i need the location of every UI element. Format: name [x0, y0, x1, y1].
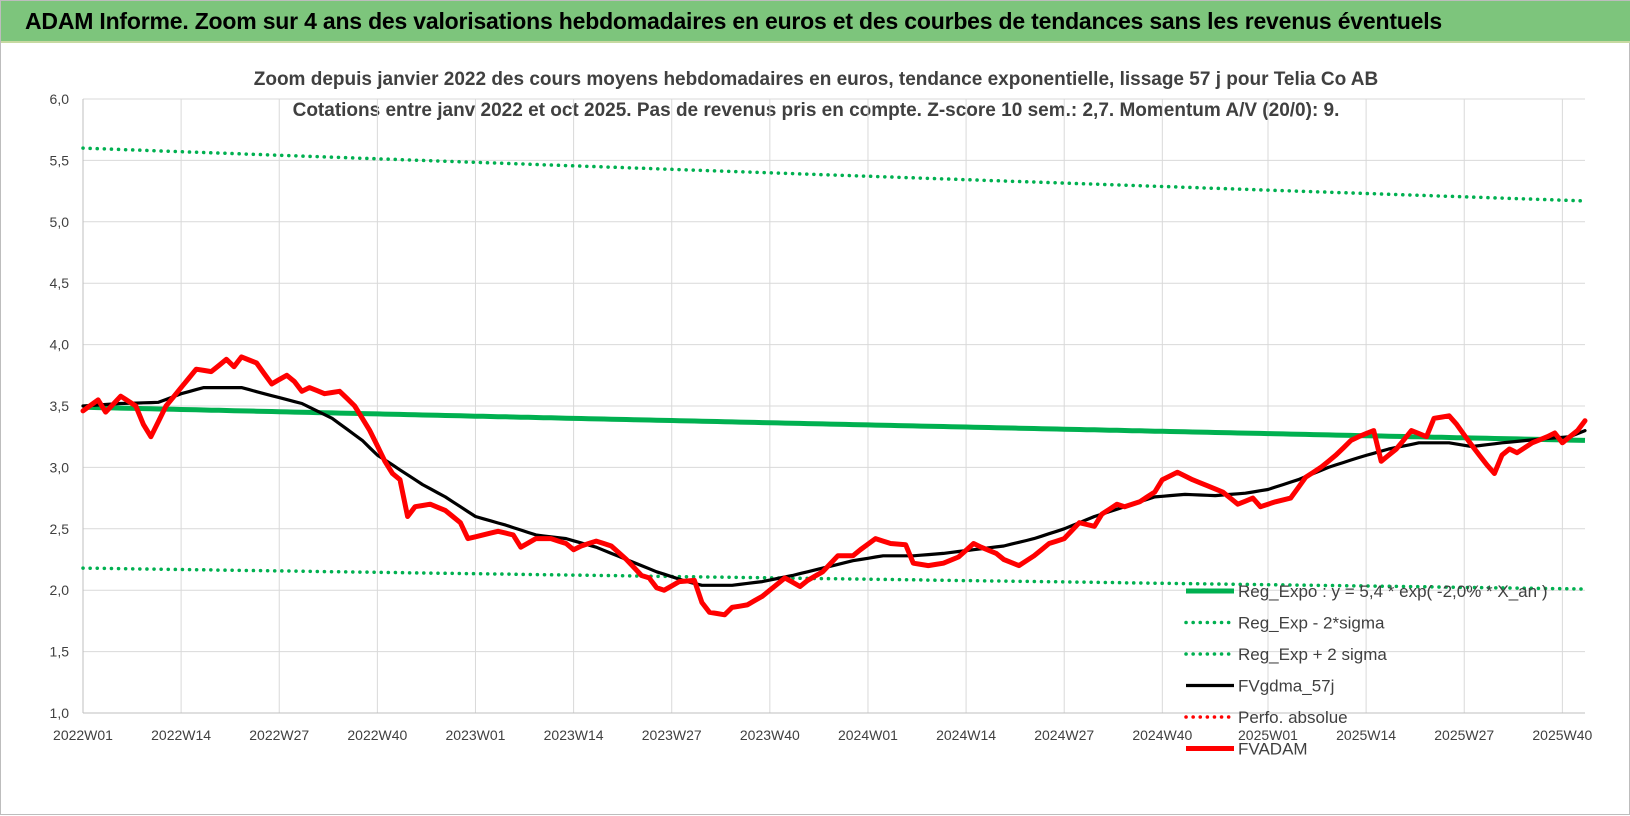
x-tick-label: 2023W27 — [642, 727, 702, 743]
y-tick-label: 5,0 — [50, 214, 70, 230]
report-banner: ADAM Informe. Zoom sur 4 ans des valoris… — [1, 1, 1630, 43]
chart-area: Zoom depuis janvier 2022 des cours moyen… — [1, 43, 1630, 816]
y-tick-label: 3,0 — [50, 459, 70, 475]
x-axis: 2022W01 2022W14 2022W27 2022W40 2023W01 2023W… — [53, 712, 1593, 743]
chart-subtitle: Cotations entre janv 2022 et oct 2025. P… — [293, 100, 1340, 121]
y-tick-label: 6,0 — [50, 91, 70, 107]
series-line-fvgdma-57j — [81, 386, 1587, 587]
x-tick-label: 2024W01 — [838, 727, 898, 743]
legend-label: FVADAM — [1238, 740, 1308, 759]
line-chart: Zoom depuis janvier 2022 des cours moyen… — [50, 69, 1593, 759]
y-tick-label: 5,5 — [50, 152, 70, 168]
legend-label: Reg_Exp + 2 sigma — [1238, 645, 1387, 664]
x-tick-label: 2022W14 — [151, 727, 211, 743]
x-tick-label: 2023W01 — [446, 727, 506, 743]
x-tick-label: 2022W40 — [347, 727, 407, 743]
y-tick-label: 4,5 — [50, 275, 70, 291]
x-tick-label: 2025W40 — [1532, 727, 1592, 743]
y-tick-label: 2,0 — [50, 582, 70, 598]
x-tick-label: 2025W01 — [1238, 727, 1298, 743]
legend-label: Perfo. absolue — [1238, 708, 1348, 727]
y-tick-label: 1,0 — [50, 705, 70, 721]
series-line-fvadam — [80, 354, 1588, 618]
y-tick-label: 3,5 — [50, 398, 70, 414]
x-tick-label: 2024W27 — [1034, 727, 1094, 743]
legend: Reg_Expo : y = 5,4 * exp( -2,0% * X_an )… — [1184, 582, 1547, 759]
legend-label: Reg_Exp - 2*sigma — [1238, 614, 1385, 633]
x-tick-label: 2022W01 — [53, 727, 113, 743]
report-title: ADAM Informe. Zoom sur 4 ans des valoris… — [25, 8, 1443, 34]
x-tick-label: 2024W14 — [936, 727, 996, 743]
chart-title: Zoom depuis janvier 2022 des cours moyen… — [254, 69, 1379, 90]
x-tick-label: 2024W40 — [1132, 727, 1192, 743]
series-line-reg-exp-minus-2sigma — [81, 566, 1587, 591]
x-tick-label: 2023W40 — [740, 727, 800, 743]
series-line-reg-exp-plus-2sigma — [81, 146, 1587, 203]
legend-label: FVgdma_57j — [1238, 677, 1334, 696]
y-axis: 1,0 1,5 2,0 2,5 3,0 3,5 4,0 4,5 5,0 5,5 6,0 — [50, 91, 84, 721]
x-tick-label: 2025W14 — [1336, 727, 1396, 743]
y-tick-label: 4,0 — [50, 337, 70, 353]
series-layer — [80, 146, 1588, 618]
x-tick-label: 2022W27 — [249, 727, 309, 743]
x-tick-label: 2023W14 — [544, 727, 604, 743]
series-line-reg-expo — [82, 404, 1586, 443]
y-tick-label: 1,5 — [50, 644, 70, 660]
y-tick-label: 2,5 — [50, 521, 70, 537]
x-tick-label: 2025W27 — [1434, 727, 1494, 743]
legend-label: Reg_Expo : y = 5,4 * exp( -2,0% * X_an ) — [1238, 582, 1547, 601]
